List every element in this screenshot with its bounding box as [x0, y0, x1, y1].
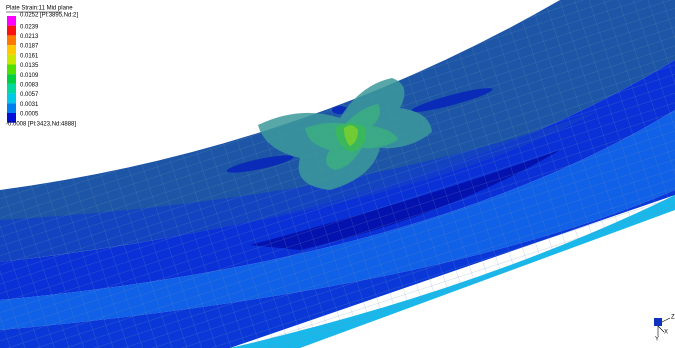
legend-swatch [7, 45, 16, 55]
legend-label: 0.0057 [20, 92, 39, 98]
legend: Plate Strain:11 Mid plane 0.0252 [Pl:389… [6, 6, 78, 128]
model [0, 0, 675, 348]
legend-label: 0.0187 [20, 44, 39, 50]
legend-swatch [7, 26, 16, 36]
triad-z [662, 318, 670, 322]
legend-label: 0.0239 [20, 24, 39, 30]
legend-swatch [7, 84, 16, 94]
triad-y-label: Y [655, 337, 659, 343]
legend-swatch [7, 35, 16, 45]
legend-swatch [7, 65, 16, 75]
legend-label: 0.0252 [Pl:3895,Nd:2] [20, 13, 78, 19]
legend-label: 0.0031 [20, 102, 39, 108]
legend-swatch [7, 74, 16, 84]
legend-label: -0.0008 [Pl:3423,Nd:4888] [6, 121, 76, 127]
legend-swatch [7, 16, 16, 26]
triad-z-label: Z [671, 315, 675, 321]
legend-label: 0.0005 [20, 112, 39, 118]
legend-label: 0.0161 [20, 53, 39, 59]
legend-title: Plate Strain:11 Mid plane [6, 6, 73, 12]
page: Plate Strain:11 Mid plane 0.0252 [Pl:389… [0, 0, 675, 348]
legend-swatch [7, 55, 16, 65]
legend-label: 0.0213 [20, 34, 39, 40]
legend-label: 0.0109 [20, 73, 39, 79]
axis-triad: Z X Y [654, 315, 675, 343]
legend-label: 0.0083 [20, 82, 39, 88]
triad-x-label: X [664, 330, 668, 336]
legend-swatch [7, 103, 16, 113]
legend-label: 0.0135 [20, 63, 39, 69]
triad-box [654, 318, 662, 326]
legend-swatch [7, 94, 16, 104]
viewport: Plate Strain:11 Mid plane 0.0252 [Pl:389… [0, 0, 675, 348]
